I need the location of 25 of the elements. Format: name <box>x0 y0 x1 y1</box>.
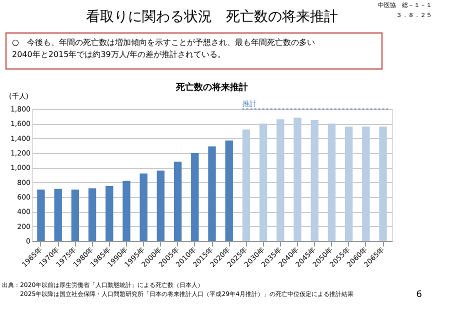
bar <box>362 126 370 241</box>
text: 6 <box>416 290 422 300</box>
bar <box>174 162 182 241</box>
bar <box>242 130 250 241</box>
bar <box>328 124 336 241</box>
bar <box>106 186 114 241</box>
bar <box>156 170 165 241</box>
chart-title: 看取りに関わる状況 死亡数の将来推計 <box>86 9 338 25</box>
bar <box>225 140 233 241</box>
bar <box>208 146 216 241</box>
bar <box>379 126 387 241</box>
bar <box>140 174 148 241</box>
bar <box>191 153 199 241</box>
bar <box>310 120 318 241</box>
text: 死亡数の将来推計 <box>175 82 248 93</box>
bar <box>122 180 130 241</box>
bar <box>276 119 284 241</box>
bar <box>37 190 45 241</box>
bar <box>344 126 353 241</box>
bar <box>54 188 62 241</box>
bar <box>71 190 80 241</box>
bar <box>88 188 96 241</box>
chart-subtitle: ○ 今後も、年間の死亡数は増加傾向を示すことが予想され、最も年間死亡数の多い 2040年と2015年では約39万人/年の差が推計されている。 <box>12 38 315 59</box>
bar <box>259 124 268 241</box>
bar <box>294 118 302 241</box>
